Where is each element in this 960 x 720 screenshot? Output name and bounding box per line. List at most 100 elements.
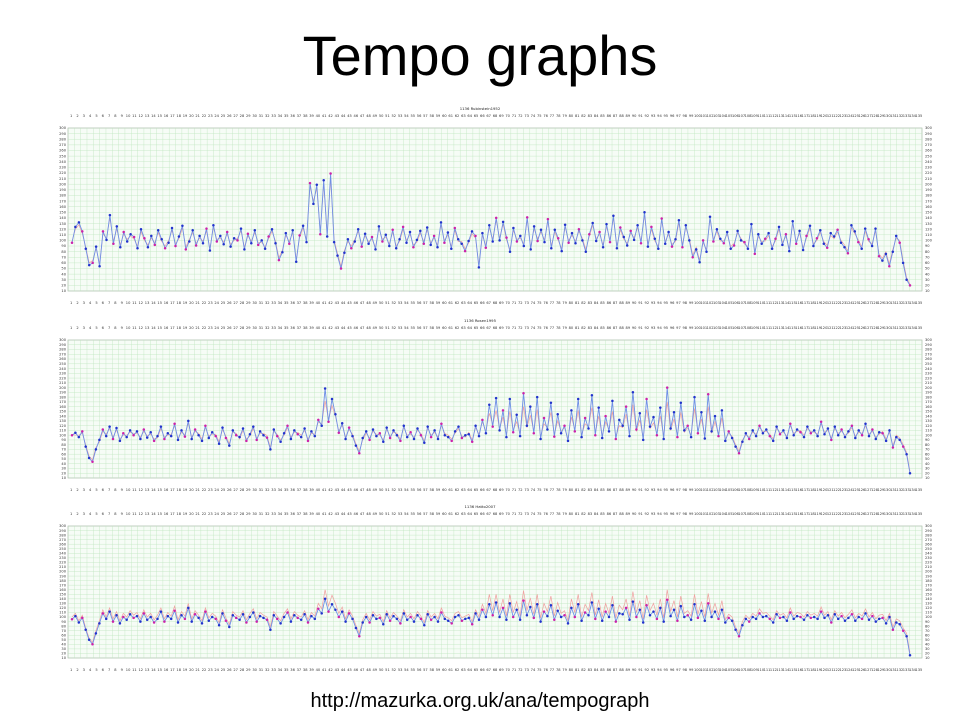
x-tick-label-top: 84: [594, 512, 599, 516]
x-tick-label-bottom: 94: [657, 668, 662, 672]
x-tick-label-bottom: 78: [556, 301, 561, 305]
data-point: [594, 617, 597, 621]
data-point: [453, 226, 457, 230]
data-point: [286, 611, 289, 614]
x-tick-label-bottom: 57: [423, 668, 428, 672]
x-tick-label-top: 42: [328, 512, 333, 516]
x-tick-label-bottom: 17: [170, 668, 175, 672]
x-tick-label-bottom: 85: [600, 488, 605, 492]
x-tick-label-bottom: 91: [638, 488, 643, 492]
x-tick-label-bottom: 66: [480, 668, 485, 672]
x-tick-label-bottom: 88: [619, 488, 624, 492]
data-point: [332, 240, 336, 244]
data-point: [888, 429, 891, 432]
data-point: [298, 234, 301, 237]
x-tick-label-top: 8: [114, 114, 117, 118]
x-tick-label-top: 105: [726, 326, 733, 330]
data-point: [375, 617, 378, 621]
x-tick-label-bottom: 89: [626, 488, 631, 492]
data-point: [217, 442, 221, 445]
data-point: [354, 444, 358, 447]
x-tick-label-bottom: 41: [322, 488, 327, 492]
x-tick-label-bottom: 127: [865, 668, 872, 672]
data-point: [149, 431, 152, 434]
y-tick-label: 100: [59, 433, 67, 437]
data-point: [628, 618, 631, 622]
x-tick-label-bottom: 67: [486, 668, 491, 672]
data-point: [450, 622, 453, 625]
data-point: [604, 610, 607, 613]
x-tick-label-top: 64: [467, 512, 472, 516]
y-tick-label: 270: [59, 143, 67, 147]
x-tick-label-top: 103: [713, 326, 720, 330]
x-tick-label-top: 85: [600, 512, 605, 516]
data-point: [354, 626, 358, 630]
x-tick-label-top: 114: [783, 114, 791, 118]
x-tick-label-top: 117: [802, 512, 809, 516]
data-point: [535, 395, 539, 399]
source-url[interactable]: http://mazurka.org.uk/ana/tempograph: [310, 690, 650, 712]
x-tick-label-top: 87: [613, 326, 618, 330]
x-tick-label-bottom: 56: [417, 488, 422, 492]
x-tick-label-top: 22: [202, 512, 207, 516]
data-point: [289, 620, 293, 623]
x-tick-label-top: 3: [83, 512, 85, 516]
y-tick-label: 120: [59, 227, 67, 231]
data-point: [881, 259, 884, 262]
data-point: [111, 437, 115, 441]
data-point: [494, 601, 498, 604]
data-point: [122, 432, 125, 435]
data-point: [763, 237, 767, 240]
data-point: [371, 613, 375, 617]
data-point: [508, 397, 512, 401]
data-point: [777, 225, 781, 229]
x-tick-label-bottom: 14: [151, 301, 156, 305]
x-tick-label-bottom: 27: [233, 301, 238, 305]
data-point: [805, 234, 808, 238]
x-tick-label-bottom: 76: [543, 668, 548, 672]
data-point: [615, 247, 619, 250]
data-point: [197, 616, 200, 620]
x-tick-label-top: 95: [664, 512, 669, 516]
data-point: [744, 432, 748, 435]
data-point: [308, 181, 312, 185]
x-tick-label-top: 32: [265, 114, 270, 118]
data-point: [286, 424, 289, 427]
data-point: [344, 620, 347, 623]
y2-tick-label: 240: [925, 160, 933, 164]
x-tick-label-top: 11: [132, 512, 137, 516]
data-point: [847, 616, 850, 620]
x-tick-label-bottom: 88: [619, 301, 624, 305]
data-point: [87, 263, 91, 267]
y2-tick-label: 50: [925, 267, 930, 271]
x-tick-label-top: 32: [265, 512, 270, 516]
x-tick-label-top: 111: [764, 326, 771, 330]
x-tick-label-top: 108: [745, 114, 753, 118]
x-tick-label-top: 103: [713, 512, 720, 516]
x-tick-label-bottom: 39: [309, 488, 314, 492]
data-point: [778, 616, 782, 620]
x-tick-label-bottom: 10: [126, 488, 131, 492]
x-tick-label-top: 13: [145, 512, 150, 516]
x-tick-label-bottom: 6: [102, 668, 105, 672]
x-tick-label-top: 122: [833, 114, 840, 118]
x-tick-label-top: 47: [360, 326, 365, 330]
x-tick-label-bottom: 51: [385, 301, 390, 305]
data-point: [313, 617, 317, 621]
data-point: [840, 614, 843, 618]
x-tick-label-top: 91: [638, 326, 643, 330]
x-tick-label-top: 55: [410, 114, 415, 118]
x-tick-label-top: 39: [309, 326, 314, 330]
x-tick-label-top: 118: [808, 512, 816, 516]
data-point: [691, 256, 694, 259]
x-tick-label-top: 116: [795, 512, 803, 516]
data-point: [91, 261, 94, 265]
y-tick-label: 280: [59, 533, 67, 537]
data-point: [108, 213, 112, 217]
x-tick-label-top: 59: [436, 512, 441, 516]
y2-tick-label: 170: [925, 199, 933, 203]
data-point: [306, 621, 310, 624]
x-tick-label-top: 74: [531, 512, 536, 516]
data-point: [860, 433, 864, 437]
data-point: [677, 218, 681, 222]
